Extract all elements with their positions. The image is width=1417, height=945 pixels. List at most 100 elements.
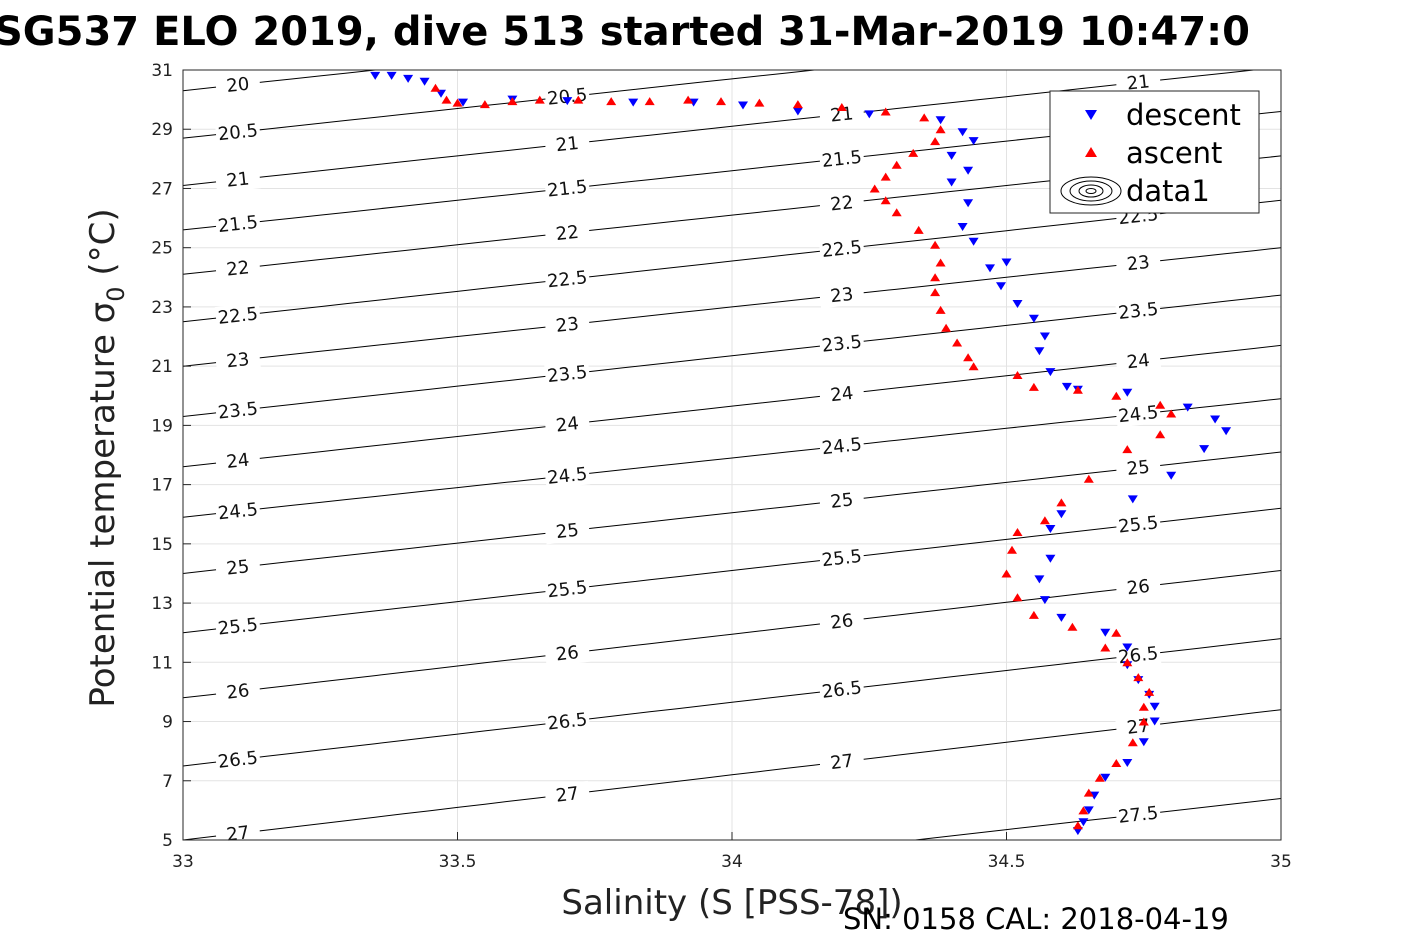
contour-label: 27.5 bbox=[1117, 803, 1159, 828]
ascent-point bbox=[1072, 385, 1083, 394]
contour-label: 22.5 bbox=[217, 304, 259, 329]
y-tick-label: 19 bbox=[151, 416, 173, 436]
contour-label: 24.5 bbox=[1117, 402, 1159, 427]
descent-point bbox=[386, 71, 397, 80]
y-axis-label-main: Potential temperature σ bbox=[83, 302, 123, 708]
ascent-point bbox=[1111, 759, 1122, 767]
descent-point bbox=[1061, 382, 1072, 391]
descent-point bbox=[968, 237, 979, 246]
descent-point bbox=[1045, 525, 1056, 533]
descent-point bbox=[1012, 300, 1023, 308]
y-tick-label: 21 bbox=[151, 357, 173, 377]
contour-label: 26.5 bbox=[217, 747, 259, 772]
ascent-point bbox=[869, 184, 880, 193]
contour-label-bg bbox=[1115, 801, 1162, 829]
contour-label-bg bbox=[544, 575, 591, 603]
descent-point bbox=[935, 116, 946, 125]
ascent-point bbox=[1127, 738, 1138, 747]
ascent-point bbox=[1083, 788, 1094, 797]
descent-point bbox=[963, 166, 974, 175]
legend: descent ascent data1 bbox=[1049, 90, 1260, 214]
descent-point bbox=[1028, 314, 1039, 323]
descent-point bbox=[1138, 738, 1149, 747]
x-tick-label: 33 bbox=[172, 852, 194, 872]
contour-label-bg bbox=[1115, 297, 1162, 325]
contour-label-bg bbox=[1115, 249, 1162, 277]
contour-line bbox=[910, 798, 1281, 840]
descent-point bbox=[370, 71, 381, 80]
contour-label: 25 bbox=[1126, 457, 1151, 480]
contour-label: 23 bbox=[1126, 252, 1151, 275]
contour-label: 26 bbox=[225, 680, 250, 704]
contour-label-bg bbox=[544, 780, 591, 808]
y-axis-label-unit: (°C) bbox=[83, 208, 123, 286]
contour-label-bg bbox=[214, 166, 261, 193]
x-tick-label: 34.5 bbox=[988, 852, 1026, 872]
contour-label: 27 bbox=[225, 822, 250, 846]
contour-label-bg bbox=[818, 330, 865, 357]
contour-line bbox=[183, 638, 1281, 767]
contour-label: 23 bbox=[225, 349, 250, 372]
contour-label-bg bbox=[544, 219, 591, 247]
contour-label-bg bbox=[544, 410, 591, 438]
ascent-point bbox=[1111, 391, 1122, 400]
contour-label-bg bbox=[544, 517, 591, 545]
ascent-point bbox=[1122, 658, 1133, 667]
ascent-point bbox=[963, 353, 974, 362]
contour-label: 24.5 bbox=[217, 499, 259, 524]
contour-line bbox=[183, 70, 819, 139]
descent-point bbox=[968, 137, 979, 146]
descent-point bbox=[1166, 471, 1177, 480]
y-axis-label-subscript: 0 bbox=[102, 286, 130, 301]
contour-label: 23 bbox=[555, 314, 580, 337]
descent-point bbox=[1056, 510, 1067, 519]
ascent-point bbox=[644, 97, 655, 106]
ascent-point bbox=[716, 97, 726, 106]
descent-point bbox=[1034, 347, 1045, 356]
y-axis-label-group: Potential temperature σ0 (°C) bbox=[83, 208, 130, 707]
descent-point bbox=[1045, 368, 1056, 377]
descent-point bbox=[1056, 613, 1067, 622]
contour-label: 24 bbox=[555, 413, 580, 436]
contour-label-bg bbox=[1115, 573, 1162, 601]
ascent-point bbox=[1012, 593, 1023, 602]
contour-label: 24 bbox=[225, 450, 250, 473]
contour-line bbox=[183, 570, 1281, 699]
contour-label-bg bbox=[544, 130, 591, 158]
contour-label-bg bbox=[214, 71, 261, 99]
ascent-point bbox=[1012, 528, 1023, 536]
ascent-point bbox=[1155, 400, 1166, 409]
contour-label-bg bbox=[1115, 454, 1162, 482]
contour-label-bg bbox=[818, 281, 865, 309]
descent-point bbox=[1122, 643, 1133, 652]
contour-label: 24 bbox=[1126, 350, 1151, 373]
contour-label-bg bbox=[1115, 347, 1162, 375]
ascent-point bbox=[1007, 545, 1017, 554]
descent-point bbox=[1127, 495, 1138, 504]
contour-line bbox=[183, 247, 1281, 367]
legend-descent-label: descent bbox=[1126, 98, 1241, 132]
descent-point bbox=[1122, 759, 1133, 767]
contour-label-bg bbox=[818, 380, 865, 408]
contour-label-bg bbox=[544, 265, 591, 293]
ascent-point bbox=[1067, 622, 1078, 631]
contour-label-bg bbox=[214, 678, 262, 705]
descent-point bbox=[957, 223, 968, 231]
legend-descent-marker bbox=[1085, 110, 1097, 120]
chart-title: SG537 ELO 2019, dive 513 started 31-Mar-… bbox=[0, 9, 1250, 55]
ascent-point bbox=[683, 95, 694, 104]
contour-label-bg bbox=[214, 554, 261, 581]
ascent-point bbox=[1028, 610, 1039, 619]
contour-label: 21 bbox=[225, 168, 250, 191]
density-contours bbox=[183, 70, 1281, 840]
descent-point bbox=[1034, 575, 1045, 584]
ascent-point bbox=[935, 125, 946, 134]
ascent-point bbox=[1012, 371, 1023, 379]
contour-label-bg bbox=[214, 255, 261, 282]
contour-label: 27 bbox=[1126, 715, 1151, 739]
contour-label: 26.5 bbox=[821, 677, 863, 702]
ascent-point bbox=[891, 160, 902, 169]
y-tick-label: 9 bbox=[162, 713, 173, 733]
contour-label: 21 bbox=[829, 103, 854, 126]
contour-label: 21 bbox=[1126, 71, 1151, 94]
